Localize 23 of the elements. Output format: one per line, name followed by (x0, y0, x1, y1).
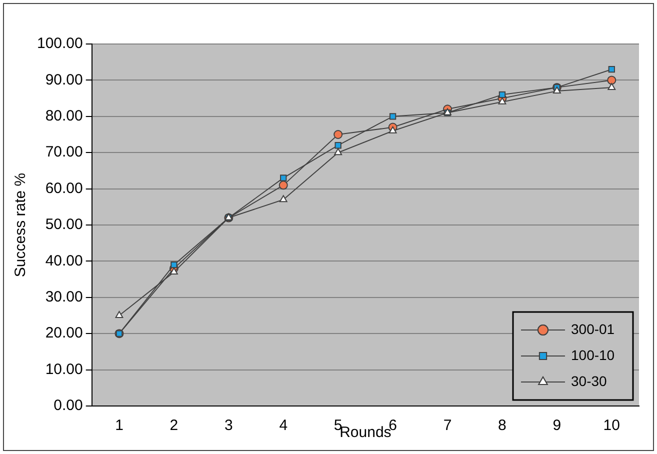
y-tick-label: 20.00 (45, 324, 83, 342)
y-tick-label: 100.00 (36, 35, 83, 52)
x-tick-label: 10 (603, 417, 620, 434)
x-tick-label: 2 (170, 417, 178, 434)
x-tick-label: 8 (498, 417, 506, 434)
y-tick-label: 30.00 (45, 288, 83, 306)
y-tick-label: 0.00 (54, 397, 83, 414)
x-tick-label: 7 (443, 417, 452, 434)
y-tick-label: 60.00 (45, 180, 83, 197)
x-tick-label: 3 (224, 417, 233, 434)
legend-label: 30-30 (571, 372, 608, 389)
y-tick-label: 80.00 (45, 108, 83, 125)
y-tick-label: 70.00 (45, 144, 83, 161)
y-tick-label: 90.00 (45, 71, 83, 88)
x-tick-label: 1 (115, 417, 124, 434)
y-tick-label: 40.00 (45, 252, 83, 270)
x-tick-label: 4 (279, 417, 288, 434)
legend-label: 100-10 (571, 346, 615, 363)
y-tick-label: 10.00 (45, 360, 83, 378)
y-tick-label: 50.00 (45, 216, 83, 234)
legend-label: 300-01 (571, 320, 615, 337)
y-axis-title: Success rate % (12, 172, 30, 278)
x-tick-label: 9 (552, 417, 562, 434)
